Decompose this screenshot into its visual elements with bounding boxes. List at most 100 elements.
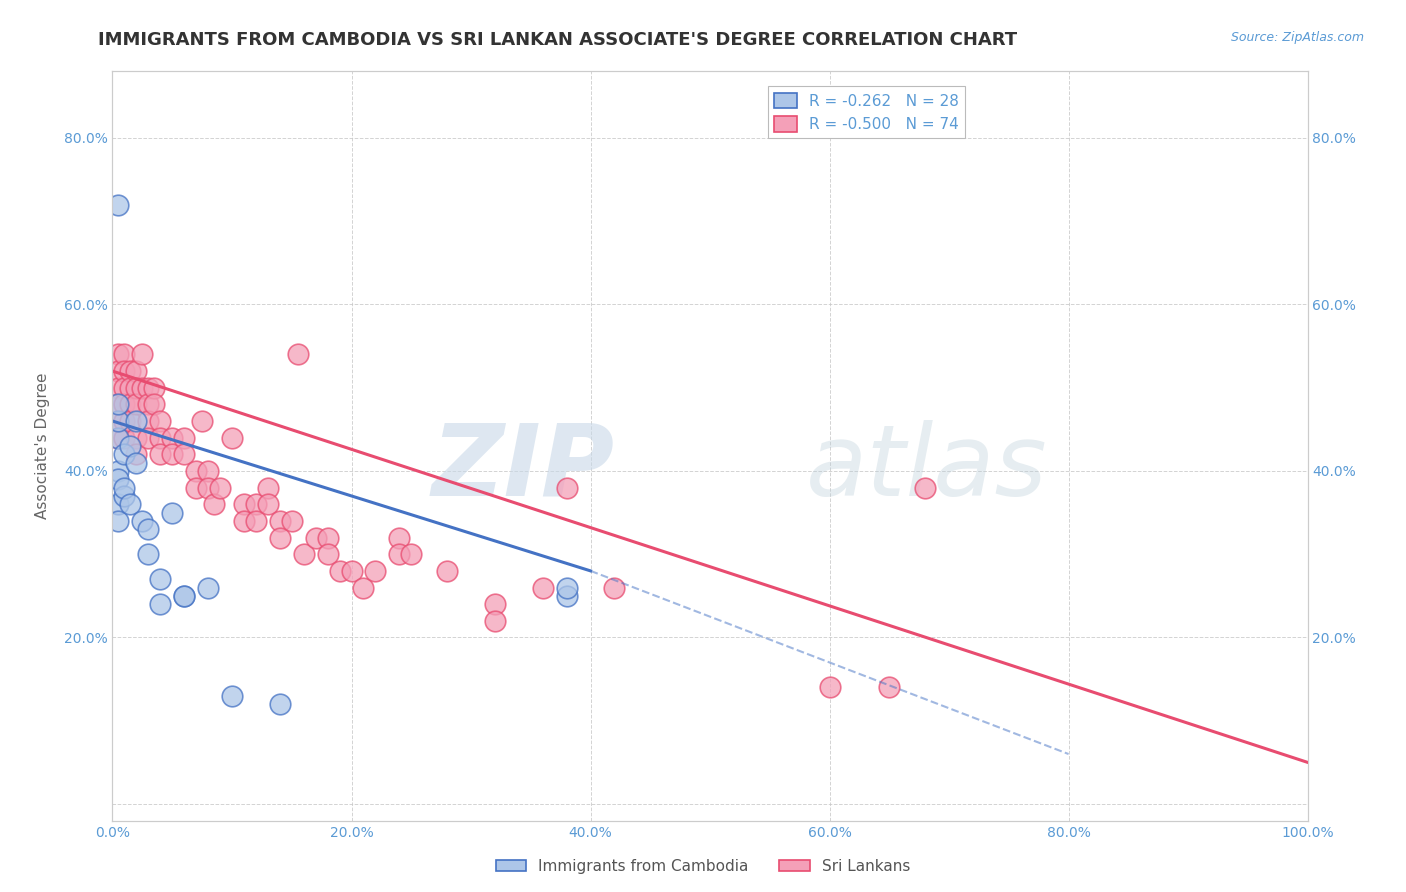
Point bbox=[107, 472, 129, 486]
Point bbox=[162, 506, 183, 520]
Point bbox=[316, 531, 339, 545]
Point bbox=[233, 514, 256, 528]
Point bbox=[114, 347, 135, 361]
Point bbox=[107, 414, 129, 428]
Point bbox=[221, 431, 243, 445]
Point bbox=[186, 464, 208, 478]
Point bbox=[120, 497, 142, 511]
Point bbox=[138, 381, 160, 395]
Point bbox=[603, 581, 626, 595]
Point bbox=[138, 414, 160, 428]
Point bbox=[484, 597, 506, 611]
Point bbox=[401, 547, 423, 561]
Point bbox=[257, 481, 280, 495]
Point bbox=[186, 481, 208, 495]
Point bbox=[269, 531, 291, 545]
Point bbox=[125, 456, 148, 470]
Legend: Immigrants from Cambodia, Sri Lankans: Immigrants from Cambodia, Sri Lankans bbox=[489, 853, 917, 880]
Point bbox=[914, 481, 936, 495]
Point bbox=[269, 697, 291, 711]
Point bbox=[162, 431, 183, 445]
Point bbox=[107, 397, 129, 411]
Point bbox=[114, 489, 135, 503]
Point bbox=[209, 481, 232, 495]
Point bbox=[531, 581, 554, 595]
Point bbox=[329, 564, 352, 578]
Point bbox=[287, 347, 309, 361]
Point bbox=[197, 581, 219, 595]
Point bbox=[107, 397, 129, 411]
Point bbox=[436, 564, 458, 578]
Point bbox=[173, 447, 195, 461]
Point bbox=[245, 514, 267, 528]
Y-axis label: Associate's Degree: Associate's Degree bbox=[35, 373, 49, 519]
Point bbox=[173, 589, 195, 603]
Point bbox=[197, 481, 219, 495]
Point bbox=[173, 589, 195, 603]
Point bbox=[107, 464, 129, 478]
Point bbox=[138, 397, 160, 411]
Point bbox=[138, 522, 160, 536]
Legend: R = -0.262   N = 28, R = -0.500   N = 74: R = -0.262 N = 28, R = -0.500 N = 74 bbox=[768, 87, 966, 138]
Point bbox=[352, 581, 374, 595]
Point bbox=[555, 481, 578, 495]
Point bbox=[107, 364, 129, 378]
Point bbox=[125, 414, 148, 428]
Point bbox=[114, 397, 135, 411]
Point bbox=[114, 447, 135, 461]
Point bbox=[107, 431, 129, 445]
Text: Source: ZipAtlas.com: Source: ZipAtlas.com bbox=[1230, 31, 1364, 45]
Point bbox=[143, 397, 166, 411]
Point bbox=[149, 447, 172, 461]
Point bbox=[233, 497, 256, 511]
Point bbox=[120, 414, 142, 428]
Point bbox=[162, 447, 183, 461]
Point bbox=[316, 547, 339, 561]
Point bbox=[149, 597, 172, 611]
Point bbox=[120, 381, 142, 395]
Point bbox=[125, 364, 148, 378]
Point bbox=[120, 364, 142, 378]
Point bbox=[484, 614, 506, 628]
Point bbox=[149, 431, 172, 445]
Point bbox=[131, 381, 153, 395]
Text: IMMIGRANTS FROM CAMBODIA VS SRI LANKAN ASSOCIATE'S DEGREE CORRELATION CHART: IMMIGRANTS FROM CAMBODIA VS SRI LANKAN A… bbox=[98, 31, 1018, 49]
Point bbox=[125, 381, 148, 395]
Point bbox=[555, 581, 578, 595]
Point bbox=[107, 431, 129, 445]
Point bbox=[114, 481, 135, 495]
Point bbox=[879, 681, 901, 695]
Point bbox=[388, 531, 411, 545]
Point bbox=[364, 564, 387, 578]
Point bbox=[143, 381, 166, 395]
Text: atlas: atlas bbox=[806, 420, 1047, 517]
Point bbox=[149, 572, 172, 586]
Point bbox=[269, 514, 291, 528]
Point bbox=[138, 547, 160, 561]
Text: ZIP: ZIP bbox=[432, 420, 614, 517]
Point bbox=[107, 514, 129, 528]
Point bbox=[221, 689, 243, 703]
Point bbox=[191, 414, 214, 428]
Point bbox=[107, 347, 129, 361]
Point bbox=[120, 439, 142, 453]
Point bbox=[555, 589, 578, 603]
Point bbox=[114, 364, 135, 378]
Point bbox=[305, 531, 328, 545]
Point bbox=[107, 381, 129, 395]
Point bbox=[120, 397, 142, 411]
Point bbox=[257, 497, 280, 511]
Point bbox=[131, 347, 153, 361]
Point bbox=[114, 431, 135, 445]
Point bbox=[245, 497, 267, 511]
Point bbox=[138, 431, 160, 445]
Point bbox=[202, 497, 225, 511]
Point bbox=[131, 514, 153, 528]
Point bbox=[149, 414, 172, 428]
Point bbox=[107, 197, 129, 211]
Point bbox=[388, 547, 411, 561]
Point bbox=[281, 514, 304, 528]
Point bbox=[818, 681, 841, 695]
Point bbox=[107, 497, 129, 511]
Point bbox=[173, 431, 195, 445]
